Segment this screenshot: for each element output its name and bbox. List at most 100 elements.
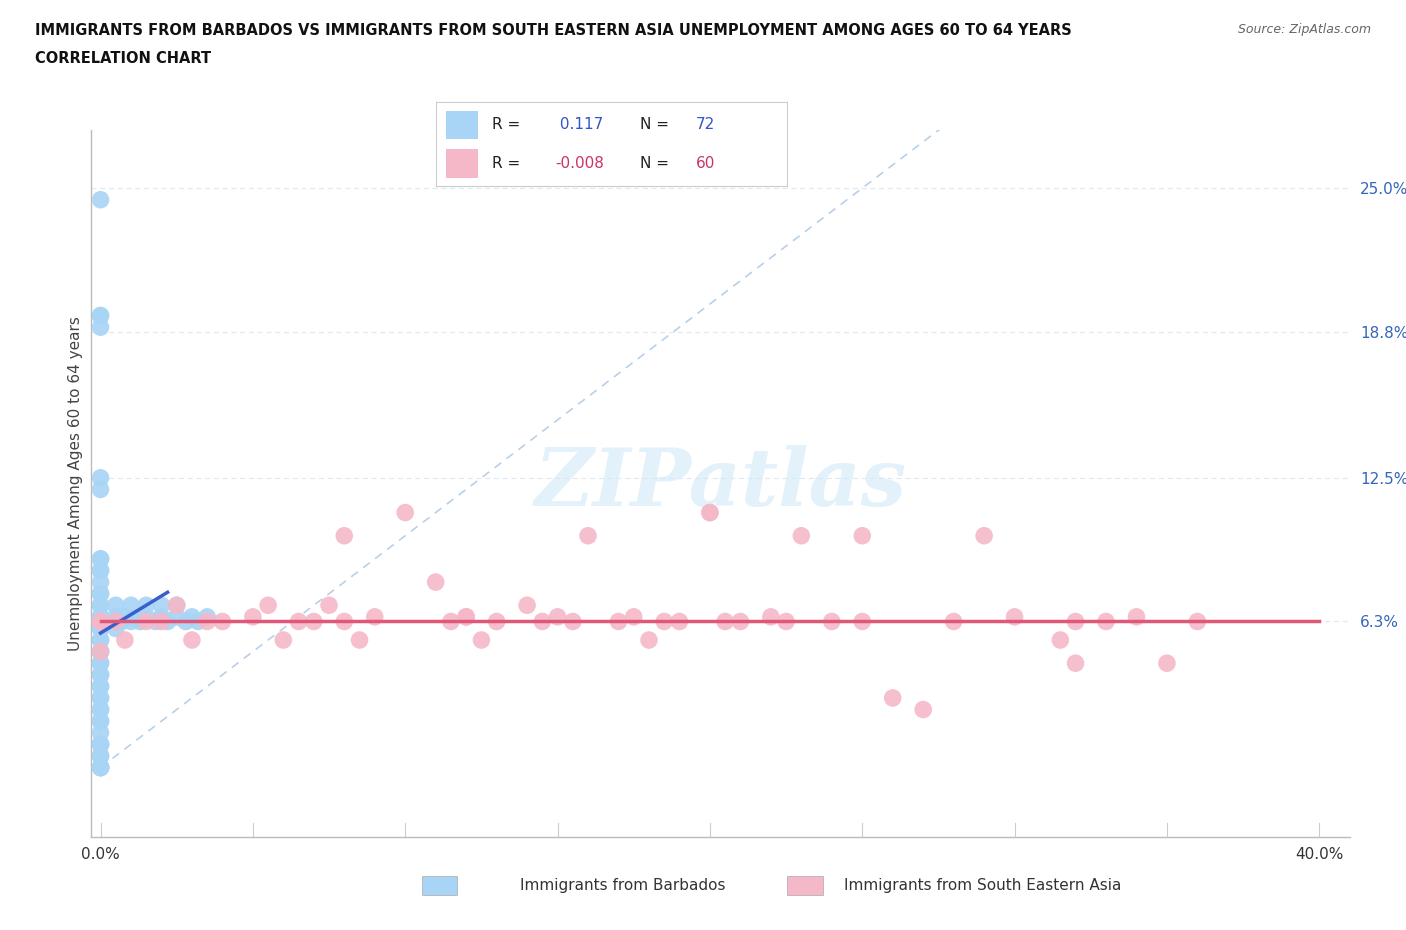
Point [127, 609, 149, 624]
Text: 60: 60 [696, 156, 716, 171]
Point [699, 505, 721, 520]
Point [90, 644, 112, 659]
Point [90, 586, 112, 601]
Point [90, 760, 112, 775]
Point [90, 193, 112, 207]
Point [90, 725, 112, 740]
Point [561, 614, 583, 629]
Point [90, 644, 112, 659]
Point [623, 609, 645, 624]
Point [90, 614, 112, 629]
Point [90, 551, 112, 566]
Point [90, 702, 112, 717]
Point [456, 609, 478, 624]
Point [1004, 609, 1026, 624]
Point [257, 598, 280, 613]
Point [90, 713, 112, 728]
Point [90, 598, 112, 613]
Point [156, 614, 179, 629]
Point [1125, 609, 1147, 624]
Point [120, 614, 142, 629]
Point [174, 614, 197, 629]
Point [90, 621, 112, 636]
Point [821, 614, 844, 629]
Text: R =: R = [492, 117, 526, 132]
Point [135, 614, 157, 629]
Point [90, 668, 112, 683]
Point [90, 737, 112, 751]
Bar [447, 149, 478, 178]
Point [364, 609, 387, 624]
Point [287, 614, 309, 629]
Point [195, 614, 218, 629]
Point [104, 621, 127, 636]
Point [111, 614, 134, 629]
Point [1095, 614, 1118, 629]
Point [318, 598, 340, 613]
Point [1049, 632, 1071, 647]
Point [273, 632, 295, 647]
Point [135, 609, 157, 624]
Point [851, 528, 873, 543]
Point [187, 614, 209, 629]
Point [90, 656, 112, 671]
Point [1156, 656, 1178, 671]
Point [90, 690, 112, 705]
Point [1064, 656, 1087, 671]
Point [485, 614, 508, 629]
Point [90, 632, 112, 647]
Point [90, 471, 112, 485]
Point [90, 308, 112, 323]
Text: ZIPatlas: ZIPatlas [534, 445, 907, 523]
Point [90, 760, 112, 775]
Y-axis label: Unemployment Among Ages 60 to 64 years: Unemployment Among Ages 60 to 64 years [67, 316, 83, 651]
Point [668, 614, 690, 629]
Point [1187, 614, 1209, 629]
Point [150, 598, 173, 613]
Point [90, 482, 112, 497]
Point [90, 609, 112, 624]
Point [90, 614, 112, 629]
Point [90, 563, 112, 578]
Point [90, 614, 112, 629]
Point [104, 598, 127, 613]
Point [90, 760, 112, 775]
Point [1064, 614, 1087, 629]
Point [90, 320, 112, 335]
Point [912, 702, 935, 717]
Point [90, 308, 112, 323]
Point [90, 713, 112, 728]
Point [135, 598, 157, 613]
Point [90, 749, 112, 764]
Point [90, 760, 112, 775]
Point [456, 609, 478, 624]
Point [90, 644, 112, 659]
Point [90, 586, 112, 601]
Text: 72: 72 [696, 117, 716, 132]
Point [302, 614, 325, 629]
Point [90, 679, 112, 694]
Point [516, 598, 538, 613]
Point [150, 614, 173, 629]
Point [90, 632, 112, 647]
Point [714, 614, 737, 629]
Point [90, 656, 112, 671]
Point [104, 614, 127, 629]
Point [333, 614, 356, 629]
Text: N =: N = [640, 117, 673, 132]
Point [942, 614, 965, 629]
Point [166, 598, 188, 613]
Point [211, 614, 233, 629]
Point [882, 690, 904, 705]
Point [440, 614, 463, 629]
Point [145, 614, 167, 629]
Point [638, 632, 661, 647]
Point [851, 614, 873, 629]
Point [90, 614, 112, 629]
Point [166, 598, 188, 613]
Point [90, 760, 112, 775]
Point [90, 749, 112, 764]
Point [349, 632, 371, 647]
Point [699, 505, 721, 520]
Text: Source: ZipAtlas.com: Source: ZipAtlas.com [1237, 23, 1371, 36]
